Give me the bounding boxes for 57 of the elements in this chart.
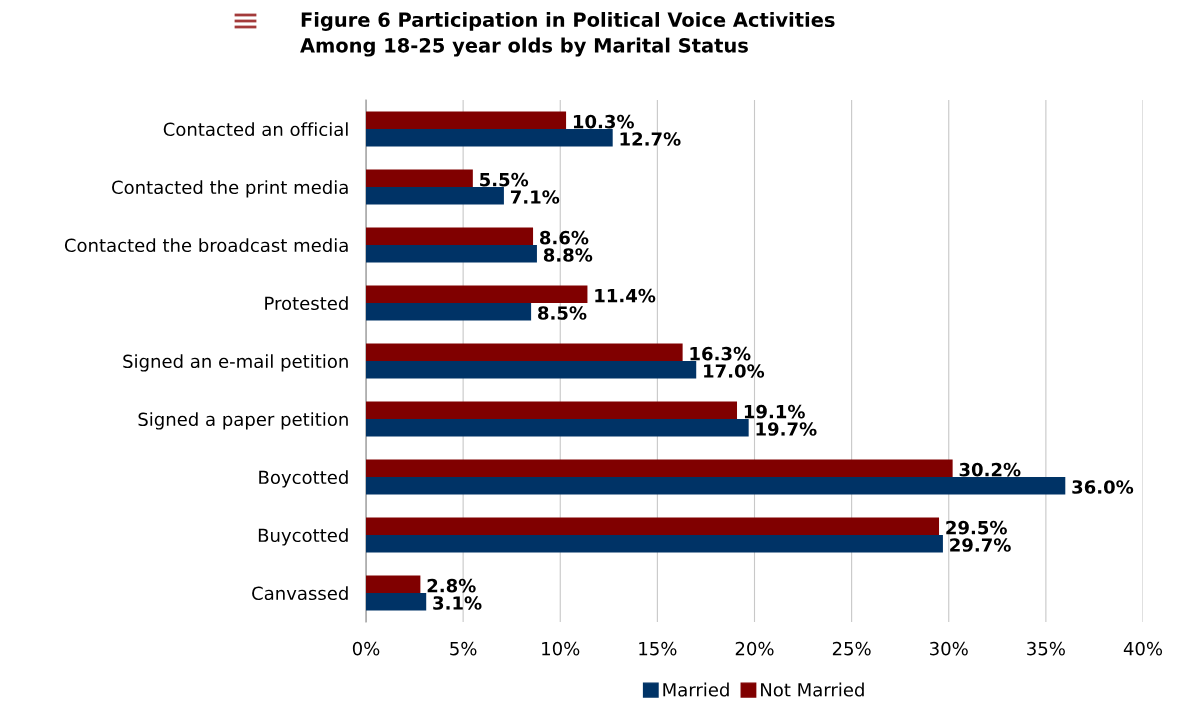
x-tick-label: 15% — [639, 641, 677, 656]
data-label: 10.3% — [573, 114, 634, 129]
y-tick-label: Boycotted — [259, 470, 348, 488]
data-label: 19.7% — [756, 422, 817, 436]
bar — [366, 401, 738, 419]
bar — [366, 459, 953, 477]
bar — [366, 285, 588, 303]
bar — [366, 169, 473, 187]
x-tick-label: 10% — [542, 641, 580, 656]
y-tick-label: Canvassed — [252, 586, 348, 601]
bar — [366, 111, 567, 129]
y-tick-label: Contacted the broadcast media — [64, 238, 348, 253]
data-label: 19.1% — [744, 404, 805, 419]
y-tick-label: Protested — [265, 296, 348, 311]
x-tick-label: 40% — [1123, 641, 1163, 656]
data-label: 29.7% — [950, 538, 1011, 552]
data-label: 8.8% — [543, 248, 593, 262]
data-label: 16.3% — [690, 346, 751, 361]
data-label: 8.5% — [538, 306, 587, 320]
bar — [366, 517, 940, 535]
x-tick-label: 0% — [352, 641, 380, 656]
bar — [366, 245, 537, 263]
x-tick-label: 35% — [1027, 641, 1065, 656]
bar — [366, 129, 613, 147]
bar — [366, 535, 943, 553]
data-label: 5.5% — [480, 172, 529, 187]
y-tick-label: Contacted an official — [163, 122, 348, 137]
data-label: 29.5% — [946, 520, 1007, 535]
data-label: 30.2% — [959, 462, 1021, 477]
data-label: 12.7% — [620, 132, 681, 146]
data-label: 11.4% — [595, 288, 656, 303]
data-label: 7.1% — [510, 190, 560, 204]
bar — [366, 361, 697, 379]
chart-title: Figure 6 Participation in Political Voice Activities Among 18-25 year olds by Marital Status — [300, 12, 835, 57]
data-label: 8.6% — [539, 230, 589, 245]
data-label: 36.0% — [1072, 480, 1134, 494]
y-tick-label: Signed a paper petition — [138, 412, 348, 430]
x-tick-label: 5% — [450, 641, 477, 656]
y-tick-label: Contacted the print media — [112, 180, 348, 198]
data-label: 2.8% — [427, 578, 476, 593]
data-label: 17.0% — [704, 364, 765, 378]
y-tick-label: Buycotted — [258, 528, 348, 546]
bar — [366, 477, 1066, 495]
bar — [366, 343, 683, 361]
legend-label: Not Married — [761, 682, 864, 697]
x-tick-label: 20% — [735, 641, 774, 656]
x-tick-label: 25% — [832, 641, 871, 656]
bar — [366, 187, 504, 205]
bar — [366, 419, 749, 437]
bar — [366, 575, 421, 593]
legend-label: Married — [663, 682, 729, 697]
x-tick-label: 30% — [930, 641, 968, 656]
bar — [366, 303, 532, 321]
bar — [366, 227, 534, 245]
y-tick-label: Signed an e-mail petition — [123, 354, 348, 372]
bar — [366, 593, 427, 611]
data-label: 3.1% — [433, 596, 482, 610]
